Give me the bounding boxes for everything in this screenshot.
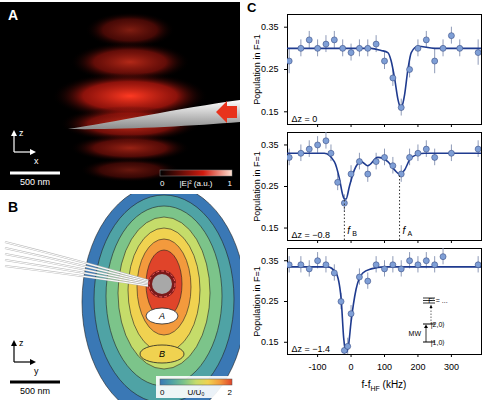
svg-text:Population in F=1: Population in F=1 — [252, 34, 262, 104]
svg-text:1: 1 — [228, 179, 233, 188]
svg-text:|E|² (a.u.): |E|² (a.u.) — [179, 179, 212, 188]
svg-text:0.25: 0.25 — [261, 64, 279, 74]
svg-text:|2,0⟩: |2,0⟩ — [431, 321, 446, 329]
svg-text:0.15: 0.15 — [261, 337, 279, 347]
svg-text:|1,0⟩: |1,0⟩ — [431, 339, 446, 347]
svg-text:0.35: 0.35 — [261, 22, 279, 32]
svg-text:Δz = −1.4: Δz = −1.4 — [292, 344, 331, 354]
svg-text:z: z — [19, 338, 24, 348]
html-text:f-fHF(kHz): f-fHF(kHz) — [361, 379, 407, 392]
html-text:C: C — [247, 0, 257, 15]
svg-text:Population in F=1: Population in F=1 — [252, 266, 262, 336]
svg-text:Population in F=1: Population in F=1 — [252, 151, 262, 221]
svg-text:0: 0 — [349, 362, 354, 372]
svg-text:B: B — [8, 199, 18, 215]
svg-text:100: 100 — [377, 362, 392, 372]
svg-text:z: z — [19, 128, 24, 138]
svg-text:0: 0 — [160, 388, 165, 397]
svg-text:500 nm: 500 nm — [20, 386, 50, 396]
svg-text:y: y — [34, 366, 39, 376]
svg-text:B: B — [352, 230, 357, 237]
svg-text:U/U₀: U/U₀ — [187, 388, 204, 397]
svg-text:500 nm: 500 nm — [20, 177, 50, 187]
svg-text:MW: MW — [409, 330, 422, 337]
svg-text:0.25: 0.25 — [261, 296, 279, 306]
svg-text:x: x — [34, 156, 39, 166]
svg-text:0.25: 0.25 — [261, 181, 279, 191]
svg-text:Δz = −0.8: Δz = −0.8 — [292, 230, 331, 240]
svg-text:A: A — [158, 311, 165, 321]
svg-text:0.15: 0.15 — [261, 223, 279, 233]
svg-text:Δz = 0: Δz = 0 — [292, 114, 318, 124]
svg-text:A: A — [8, 7, 18, 23]
svg-text:f: f — [347, 225, 351, 236]
svg-text:F' = ...: F' = ... — [428, 297, 447, 304]
svg-text:300: 300 — [444, 362, 459, 372]
svg-text:0: 0 — [160, 179, 165, 188]
svg-text:200: 200 — [410, 362, 425, 372]
svg-text:0.15: 0.15 — [261, 107, 279, 117]
svg-text:B: B — [159, 349, 165, 359]
svg-text:0.35: 0.35 — [261, 256, 279, 266]
svg-text:0.35: 0.35 — [261, 140, 279, 150]
svg-text:A: A — [408, 230, 413, 237]
svg-text:-100: -100 — [309, 362, 327, 372]
svg-text:2: 2 — [228, 388, 233, 397]
svg-text:f: f — [403, 225, 407, 236]
